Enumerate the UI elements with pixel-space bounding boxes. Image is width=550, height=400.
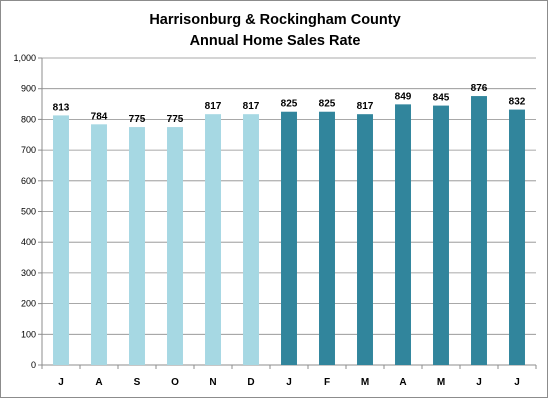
x-tick-label: J xyxy=(58,377,64,388)
bar xyxy=(395,104,411,366)
data-label: 876 xyxy=(471,83,488,94)
data-label: 775 xyxy=(167,114,184,125)
x-tick-label: D xyxy=(247,377,254,388)
y-tick-label: 600 xyxy=(21,176,36,186)
data-label: 775 xyxy=(129,114,146,125)
bar xyxy=(205,114,221,365)
data-label: 817 xyxy=(243,101,260,112)
bar xyxy=(243,114,259,365)
y-tick-label: 200 xyxy=(21,299,36,309)
y-tick-label: 0 xyxy=(31,360,36,370)
bars xyxy=(53,96,525,366)
bar xyxy=(167,127,183,365)
bar xyxy=(319,111,335,365)
y-tick-label: 800 xyxy=(21,114,36,124)
x-tick-label: A xyxy=(95,377,102,388)
x-tick-label: S xyxy=(134,377,141,388)
data-label: 849 xyxy=(395,91,412,102)
data-label: 825 xyxy=(281,99,298,110)
gridlines xyxy=(42,57,536,335)
y-tick-label: 1,000 xyxy=(13,53,36,63)
x-tick-label: F xyxy=(324,377,330,388)
bar xyxy=(433,105,449,366)
data-label: 825 xyxy=(319,99,336,110)
y-tick-label: 900 xyxy=(21,84,36,94)
x-tick-label: J xyxy=(476,377,482,388)
bar xyxy=(357,114,373,365)
x-tick-label: M xyxy=(361,377,369,388)
bar xyxy=(509,109,525,366)
y-tick-label: 400 xyxy=(21,237,36,247)
data-label: 784 xyxy=(91,111,108,122)
bar xyxy=(281,111,297,365)
bar xyxy=(471,96,487,366)
x-tick-label: N xyxy=(209,377,216,388)
y-tick-label: 300 xyxy=(21,268,36,278)
y-tick-label: 500 xyxy=(21,207,36,217)
x-tick-label: O xyxy=(171,377,179,388)
y-tick-label: 700 xyxy=(21,145,36,155)
data-label: 845 xyxy=(433,93,450,104)
x-tick-label: J xyxy=(514,377,520,388)
x-tick-label: A xyxy=(399,377,406,388)
bar xyxy=(53,115,69,365)
chart-title-line-2: Annual Home Sales Rate xyxy=(190,33,361,49)
bar xyxy=(129,127,145,365)
bar xyxy=(91,124,107,365)
labels: 0 100 200 300 400 500 600 700 800 900 1,000 813 J 784… xyxy=(13,53,525,388)
chart-title-line-1: Harrisonburg & Rockingham County xyxy=(149,12,400,28)
x-tick-label: J xyxy=(286,377,292,388)
data-label: 832 xyxy=(509,97,526,108)
data-label: 817 xyxy=(205,101,222,112)
data-label: 817 xyxy=(357,101,374,112)
data-label: 813 xyxy=(53,102,70,113)
y-tick-label: 100 xyxy=(21,329,36,339)
x-tick-label: M xyxy=(437,377,445,388)
